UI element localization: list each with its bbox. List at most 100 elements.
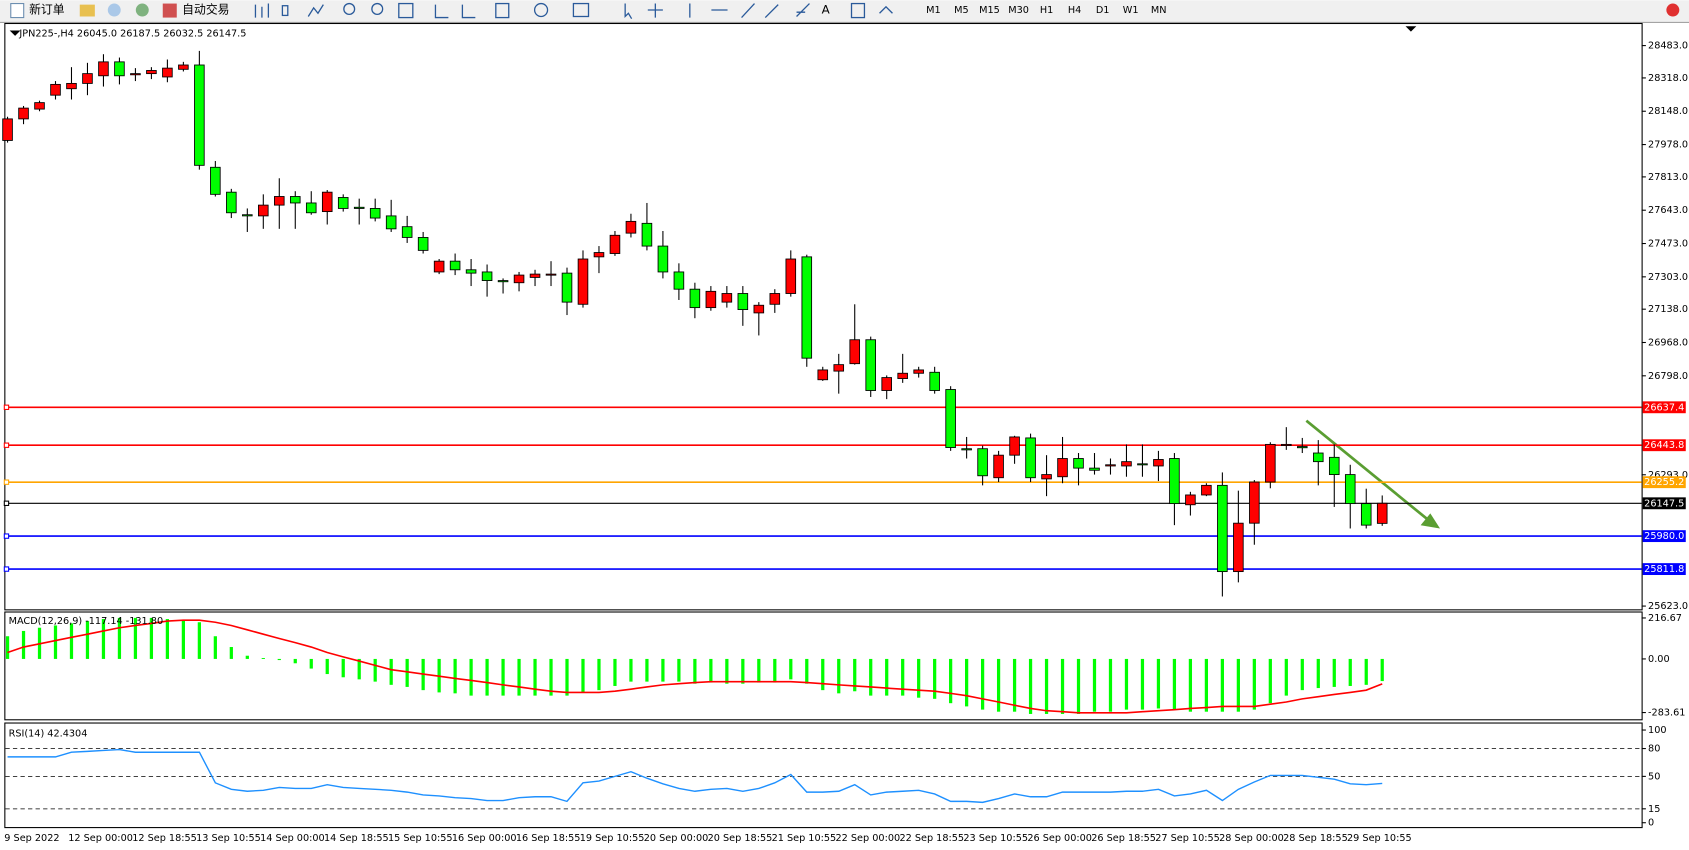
candle-body bbox=[178, 64, 189, 70]
tile-icon[interactable] bbox=[398, 2, 414, 19]
x-tick-label: 22 Sep 18:55 bbox=[899, 833, 964, 844]
x-tick-label: 16 Sep 18:55 bbox=[516, 833, 581, 844]
indicator-icon[interactable] bbox=[495, 2, 510, 19]
candle-body bbox=[881, 377, 892, 391]
candle-body bbox=[721, 293, 733, 303]
candle-body bbox=[481, 271, 493, 281]
macd-bar bbox=[693, 658, 697, 684]
new-order-icon[interactable] bbox=[10, 3, 25, 19]
candle-body bbox=[753, 304, 765, 314]
toolbar-icon[interactable] bbox=[107, 3, 121, 17]
label-icon[interactable] bbox=[850, 2, 866, 19]
macd-bar bbox=[181, 620, 185, 659]
candle-body bbox=[1217, 484, 1228, 573]
timeframe-button[interactable]: M5 bbox=[954, 5, 969, 16]
y-tick-label: 80 bbox=[1648, 744, 1660, 755]
macd-bar bbox=[1076, 658, 1081, 714]
line-anchor bbox=[3, 533, 10, 539]
candle-body bbox=[50, 83, 61, 96]
auto-trade-icon[interactable] bbox=[162, 3, 177, 18]
price-label: 26637.4 bbox=[1644, 402, 1684, 413]
candle-body bbox=[433, 260, 445, 273]
x-tick-label: 26 Sep 18:55 bbox=[1091, 833, 1156, 844]
candle-body bbox=[945, 389, 956, 448]
timeframe-button[interactable]: M15 bbox=[979, 5, 1000, 16]
y-tick-label: 28148.0 bbox=[1648, 106, 1688, 117]
candle-body bbox=[1105, 464, 1116, 467]
macd-bar bbox=[1108, 658, 1113, 712]
zoom-out-icon[interactable] bbox=[371, 2, 384, 15]
candle-body bbox=[34, 102, 45, 110]
macd-bar bbox=[1220, 658, 1224, 712]
x-tick-label: 14 Sep 00:00 bbox=[260, 833, 325, 844]
auto-trade-button[interactable]: 自动交易 bbox=[182, 3, 229, 17]
price-label: 25980.0 bbox=[1644, 531, 1684, 542]
timeframe-button[interactable]: M30 bbox=[1008, 5, 1029, 16]
timeframe-button[interactable]: D1 bbox=[1096, 5, 1110, 16]
new-order-button[interactable]: 新订单 bbox=[29, 3, 65, 17]
candle-body bbox=[897, 372, 908, 379]
y-tick-label: -283.61 bbox=[1648, 708, 1685, 719]
macd-bar bbox=[1284, 658, 1288, 696]
macd-bar bbox=[229, 647, 233, 659]
macd-bar bbox=[789, 658, 793, 680]
arrow-tool-icon[interactable] bbox=[879, 5, 893, 14]
alert-badge[interactable] bbox=[1666, 3, 1680, 17]
y-tick-label: 27473.0 bbox=[1648, 239, 1688, 250]
timeframe-button[interactable]: W1 bbox=[1123, 5, 1139, 16]
candle-body bbox=[609, 234, 621, 254]
timeframe-button[interactable]: MN bbox=[1151, 5, 1167, 16]
shift-marker bbox=[1405, 26, 1417, 32]
template-icon[interactable] bbox=[572, 2, 590, 18]
timeframe-button[interactable]: M1 bbox=[926, 5, 941, 16]
macd-bar bbox=[645, 658, 649, 682]
period-icon[interactable] bbox=[533, 2, 549, 18]
macd-bar bbox=[245, 655, 249, 659]
macd-bar bbox=[69, 623, 74, 659]
price-label-box bbox=[1642, 497, 1686, 510]
macd-bar bbox=[613, 658, 617, 686]
candle-body bbox=[545, 273, 557, 276]
y-tick-label: 100 bbox=[1648, 725, 1667, 736]
scroll-icon[interactable] bbox=[434, 4, 476, 19]
x-tick-label: 12 Sep 00:00 bbox=[68, 833, 133, 844]
candle-body bbox=[849, 339, 861, 365]
macd-bar bbox=[549, 658, 553, 696]
candle-icon[interactable] bbox=[281, 5, 289, 17]
toolbar-icon[interactable] bbox=[79, 4, 95, 17]
candle-body bbox=[289, 196, 301, 204]
symbol-menu-icon bbox=[9, 30, 21, 36]
macd-bar bbox=[1348, 658, 1352, 686]
candle-body bbox=[1233, 522, 1244, 573]
macd-bar bbox=[1364, 658, 1368, 685]
macd-bar bbox=[1140, 658, 1145, 710]
candle-body bbox=[513, 274, 525, 284]
candle-body bbox=[625, 220, 637, 234]
x-tick-label: 21 Sep 10:55 bbox=[772, 833, 837, 844]
panel-title: JPN225-,H4 26045.0 26187.5 26032.5 26147… bbox=[18, 29, 246, 40]
candle-body bbox=[1041, 474, 1052, 480]
timeframe-button[interactable]: H1 bbox=[1040, 5, 1053, 16]
fibo-icon[interactable] bbox=[796, 3, 810, 17]
candle-body bbox=[242, 214, 253, 217]
candle-body bbox=[1169, 458, 1180, 505]
line-anchor bbox=[3, 500, 10, 506]
candle-body bbox=[561, 272, 573, 303]
text-tool[interactable]: A bbox=[822, 3, 830, 17]
y-tick-label: 28483.0 bbox=[1648, 41, 1688, 52]
candle-body bbox=[449, 260, 461, 271]
candle-body bbox=[737, 293, 749, 311]
toolbar-icon[interactable] bbox=[135, 3, 149, 17]
y-tick-label: 0.00 bbox=[1648, 654, 1670, 665]
macd-bar bbox=[533, 658, 537, 696]
macd-bar bbox=[5, 636, 10, 659]
macd-bar bbox=[629, 658, 633, 682]
line-chart-icon[interactable] bbox=[307, 4, 324, 17]
zoom-in-icon[interactable] bbox=[343, 2, 356, 15]
draw-tools[interactable] bbox=[624, 3, 779, 19]
timeframe-button[interactable]: H4 bbox=[1068, 5, 1081, 16]
bar-chart-icon[interactable] bbox=[254, 3, 270, 18]
candle-body bbox=[1009, 436, 1020, 456]
x-tick-label: 20 Sep 18:55 bbox=[708, 833, 773, 844]
